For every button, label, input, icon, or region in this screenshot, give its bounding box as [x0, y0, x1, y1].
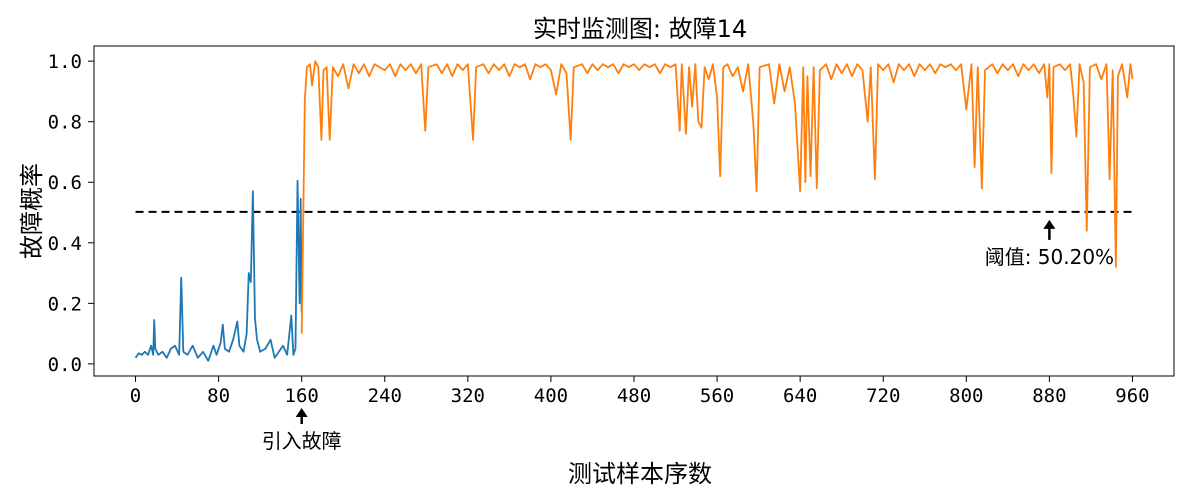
threshold-arrow [1043, 219, 1056, 240]
x-axis: 0 80 160 240 320 400 480 560 640 720 800 880 960 [130, 376, 1150, 407]
annotations: 引入故障 阈值: 50.20% [262, 219, 1114, 453]
y-axis: 0.0 0.2 0.4 0.6 0.8 1.0 [48, 51, 94, 376]
series-line-1 [134, 179, 303, 362]
x-tick-label: 400 [534, 385, 568, 407]
x-axis-label: 测试样本序数 [568, 460, 712, 488]
fault-annotation: 引入故障 [262, 429, 342, 453]
threshold-annotation: 阈值: 50.20% [985, 245, 1114, 269]
y-axis-label: 故障概率 [18, 163, 46, 259]
x-tick-label: 640 [783, 385, 817, 407]
series-layer [134, 60, 1134, 362]
y-tick-label: 1.0 [48, 51, 82, 73]
x-tick-label: 0 [130, 385, 141, 407]
y-tick-label: 0.6 [48, 172, 82, 194]
x-tick-label: 880 [1032, 385, 1066, 407]
y-tick-label: 0.4 [48, 233, 82, 255]
x-tick-label: 320 [451, 385, 485, 407]
x-tick-label: 560 [700, 385, 734, 407]
y-tick-label: 0.2 [48, 293, 82, 315]
x-tick-label: 240 [368, 385, 402, 407]
fault-arrow [295, 408, 308, 424]
x-tick-label: 80 [207, 385, 230, 407]
y-tick-label: 0.8 [48, 112, 82, 134]
x-tick-label: 800 [949, 385, 983, 407]
series-line-2 [300, 60, 1134, 334]
x-tick-label: 960 [1115, 385, 1149, 407]
x-tick-label: 720 [866, 385, 900, 407]
y-tick-label: 0.0 [48, 354, 82, 376]
x-tick-label: 160 [285, 385, 319, 407]
chart-title: 实时监测图: 故障14 [533, 15, 747, 43]
x-tick-label: 480 [617, 385, 651, 407]
